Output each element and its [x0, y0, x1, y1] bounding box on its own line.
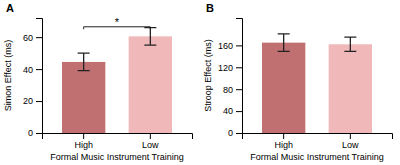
y-tick-mark [36, 37, 42, 38]
y-axis-title: Stroop Effect (ms) [203, 39, 213, 111]
error-bar [78, 53, 90, 71]
y-tick-label: 160 [218, 41, 233, 51]
x-tick-label: High [274, 140, 293, 150]
error-bar-line [278, 34, 290, 52]
y-tick: 80 [223, 85, 242, 95]
x-axis: High Low [43, 133, 193, 150]
bar [129, 36, 172, 133]
y-axis-line [236, 19, 243, 134]
x-tick-mark [350, 133, 351, 139]
panel: 0 40 80 120 160 High Low Stroop Effect (ms) Form… [203, 2, 393, 162]
x-tick-label: Low [142, 140, 159, 150]
marks [62, 27, 172, 133]
panel-title: B [206, 2, 214, 14]
x-tick-mark [283, 133, 284, 139]
x-tick-label: High [74, 140, 93, 150]
y-tick: 40 [223, 106, 242, 116]
y-tick-mark [236, 133, 242, 134]
y-tick-mark [236, 45, 242, 46]
y-tick-label: 0 [28, 128, 33, 138]
y-axis-title: Simon Effect (ms) [3, 40, 13, 111]
y-tick: 40 [23, 64, 42, 74]
y-tick: 60 [23, 33, 42, 43]
panel-title: A [6, 2, 14, 14]
y-tick: 120 [218, 63, 242, 73]
y-tick-label: 40 [23, 64, 33, 74]
error-bar [278, 34, 290, 52]
y-tick-label: 40 [223, 106, 233, 116]
y-tick: 0 [228, 128, 242, 138]
y-tick-mark [36, 133, 42, 134]
y-axis: 0 40 80 120 160 [218, 19, 243, 139]
error-bar-line [344, 37, 356, 51]
x-tick-mark [83, 133, 84, 139]
bar [62, 62, 105, 133]
annotation: * [115, 16, 120, 28]
bar [262, 43, 305, 133]
y-tick-label: 120 [218, 63, 233, 73]
x-tick: High [274, 133, 293, 150]
y-tick-mark [36, 101, 42, 102]
y-tick-mark [236, 89, 242, 90]
bar [329, 44, 372, 133]
x-tick-mark [150, 133, 151, 139]
panel: 0 20 40 60 High Low * Simon Effect (ms) Formal M… [3, 2, 193, 162]
error-bar-line [78, 53, 90, 71]
plot: 0 40 80 120 160 High Low Stroop Effect (ms) Form… [203, 19, 393, 163]
y-tick-label: 60 [23, 33, 33, 43]
figure: 0 20 40 60 High Low * Simon Effect (ms) Formal M… [0, 0, 400, 165]
y-tick-label: 0 [228, 128, 233, 138]
y-tick-mark [236, 67, 242, 68]
error-bar [144, 28, 156, 46]
y-tick: 20 [23, 96, 42, 106]
y-tick-label: 80 [223, 85, 233, 95]
y-tick-mark [236, 111, 242, 112]
y-axis-line [36, 19, 43, 134]
x-axis-line [243, 134, 393, 140]
x-tick: Low [142, 133, 159, 150]
y-tick: 160 [218, 41, 242, 51]
x-axis: High Low [243, 133, 393, 150]
y-axis: 0 20 40 60 [23, 19, 43, 139]
plot: 0 20 40 60 High Low * Simon Effect (ms) Formal M… [3, 16, 193, 162]
x-axis-line [43, 134, 193, 140]
error-bar [344, 37, 356, 51]
x-tick: High [74, 133, 93, 150]
y-tick-mark [36, 69, 42, 70]
x-axis-title: Formal Music Instrument Training [50, 152, 184, 162]
error-bar-line [144, 28, 156, 46]
marks [262, 34, 372, 133]
y-tick-label: 20 [23, 96, 33, 106]
x-tick-label: Low [342, 140, 359, 150]
x-axis-title: Formal Music Instrument Training [250, 152, 384, 162]
y-tick: 0 [28, 128, 42, 138]
x-tick: Low [342, 133, 359, 150]
